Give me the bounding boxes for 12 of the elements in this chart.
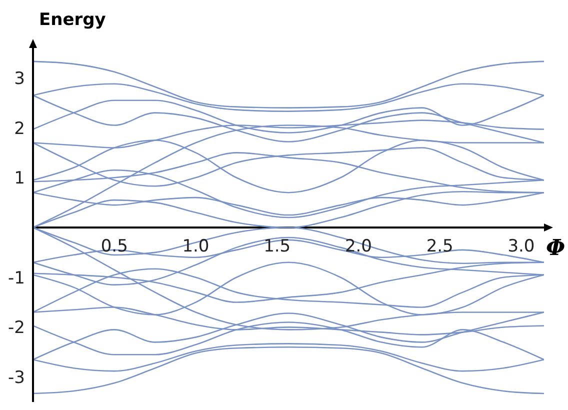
x-tick-label: 3.0 bbox=[508, 236, 535, 256]
y-tick-label: 1 bbox=[14, 168, 25, 189]
x-axis-title: Φ bbox=[546, 235, 566, 262]
y-tick-label: 3 bbox=[14, 68, 25, 89]
y-tick-label: -2 bbox=[8, 318, 25, 338]
x-tick-label: 2.5 bbox=[426, 236, 454, 256]
x-tick-label: 1.0 bbox=[182, 236, 210, 256]
x-tick-label: 1.5 bbox=[264, 236, 291, 256]
y-axis-title: Energy bbox=[39, 10, 106, 30]
y-tick-label: -3 bbox=[8, 368, 25, 388]
y-tick-label: -1 bbox=[8, 268, 25, 288]
y-tick-label: 2 bbox=[14, 118, 25, 139]
